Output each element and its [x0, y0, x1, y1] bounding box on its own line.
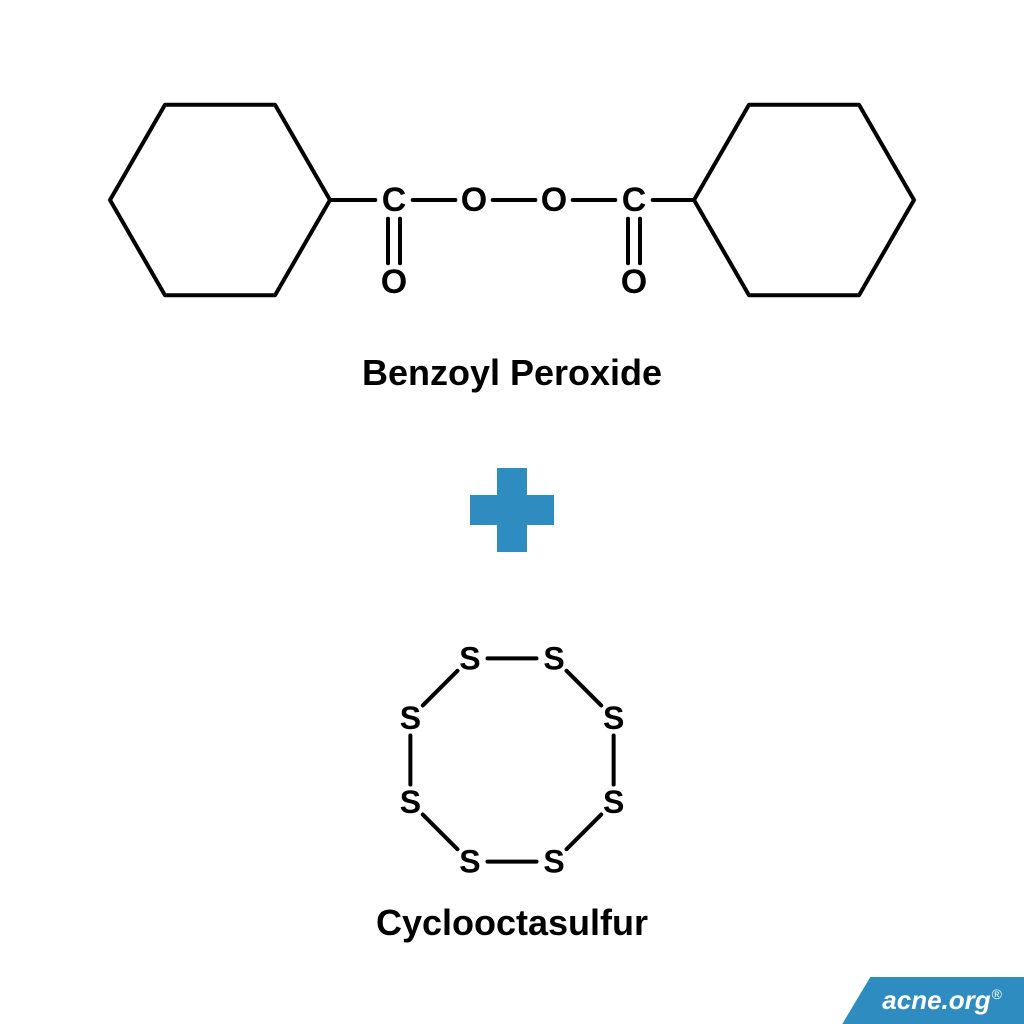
svg-text:O: O — [381, 263, 407, 301]
svg-text:O: O — [621, 263, 647, 301]
svg-text:O: O — [541, 181, 567, 219]
svg-text:S: S — [459, 844, 480, 880]
svg-text:S: S — [603, 784, 624, 820]
diagram-svg: C O O C O O S S S S S S S S — [0, 0, 1024, 1024]
svg-text:S: S — [543, 844, 564, 880]
svg-text:S: S — [400, 700, 421, 736]
watermark-text: acne.org — [882, 985, 990, 1015]
registered-icon: ® — [992, 986, 1002, 1002]
svg-text:S: S — [459, 640, 480, 676]
svg-text:O: O — [461, 181, 487, 219]
svg-text:C: C — [622, 181, 647, 219]
watermark-badge: acne.org® — [842, 977, 1024, 1024]
cyclooctasulfur-label: Cyclooctasulfur — [212, 902, 812, 944]
diagram-canvas: C O O C O O S S S S S S S S Benzoyl Peroxide Cyclooct… — [0, 0, 1024, 1024]
svg-text:S: S — [603, 700, 624, 736]
svg-text:S: S — [543, 640, 564, 676]
svg-text:S: S — [400, 784, 421, 820]
benzoyl-peroxide-label: Benzoyl Peroxide — [212, 352, 812, 394]
svg-text:C: C — [382, 181, 407, 219]
